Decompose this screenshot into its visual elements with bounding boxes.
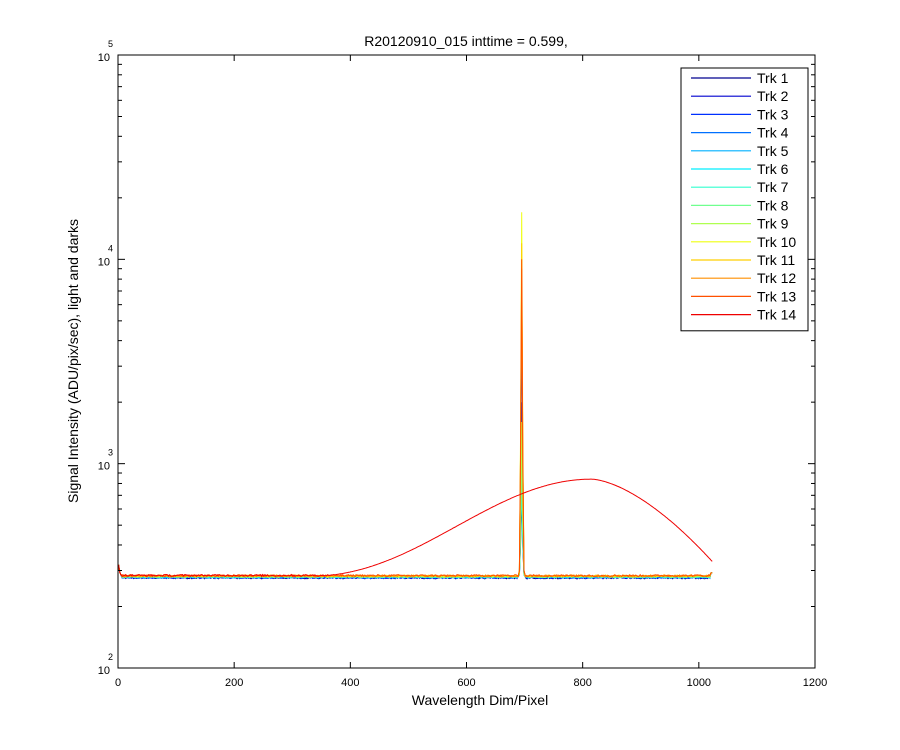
legend-label: Trk 12 [757,270,796,286]
legend-label: Trk 6 [757,161,789,177]
y-tick-label-exponent: 4 [108,243,113,253]
x-tick-label: 1200 [803,677,827,689]
legend-label: Trk 10 [757,234,796,250]
legend-label: Trk 1 [757,70,789,86]
y-tick-label-base: 10 [98,256,110,268]
legend-label: Trk 9 [757,216,789,232]
legend: Trk 1 Trk 2 Trk 3 Trk 4 Trk 5 Trk 6 Trk 7 Trk 8… [680,67,809,332]
series-layer [118,212,713,580]
y-tick-label-base: 10 [98,665,110,677]
axes-layer: 0 200 400 600 800 1000 1200 10 2 10 3 10 4 10 5 [98,39,827,689]
x-tick-label: 800 [573,677,591,689]
legend-label: Trk 4 [757,125,789,141]
series-line-trk-14 [118,478,713,578]
y-tick-label-base: 10 [98,461,110,473]
legend-box [680,67,809,332]
x-tick-label: 600 [457,677,475,689]
y-axis-label: Signal Intensity (ADU/pix/sec), light an… [65,219,81,503]
chart-title: R20120910_015 inttime = 0.599, [364,33,568,49]
legend-label: Trk 3 [757,106,789,122]
x-tick-label: 0 [115,677,121,689]
y-tick-label-exponent: 2 [108,652,113,662]
legend-label: Trk 11 [757,252,795,268]
x-tick-label: 1000 [687,677,711,689]
x-axis-label: Wavelength Dim/Pixel [412,692,548,708]
legend-label: Trk 14 [757,307,796,323]
legend-label: Trk 7 [757,179,789,195]
x-tick-label: 200 [225,677,243,689]
y-tick-label-base: 10 [98,52,110,64]
y-tick-label-exponent: 3 [108,448,113,458]
y-tick-label-exponent: 5 [108,39,113,49]
legend-label: Trk 5 [757,143,789,159]
legend-label: Trk 8 [757,197,789,213]
x-tick-label: 400 [341,677,359,689]
legend-label: Trk 13 [757,288,796,304]
legend-label: Trk 2 [757,88,789,104]
